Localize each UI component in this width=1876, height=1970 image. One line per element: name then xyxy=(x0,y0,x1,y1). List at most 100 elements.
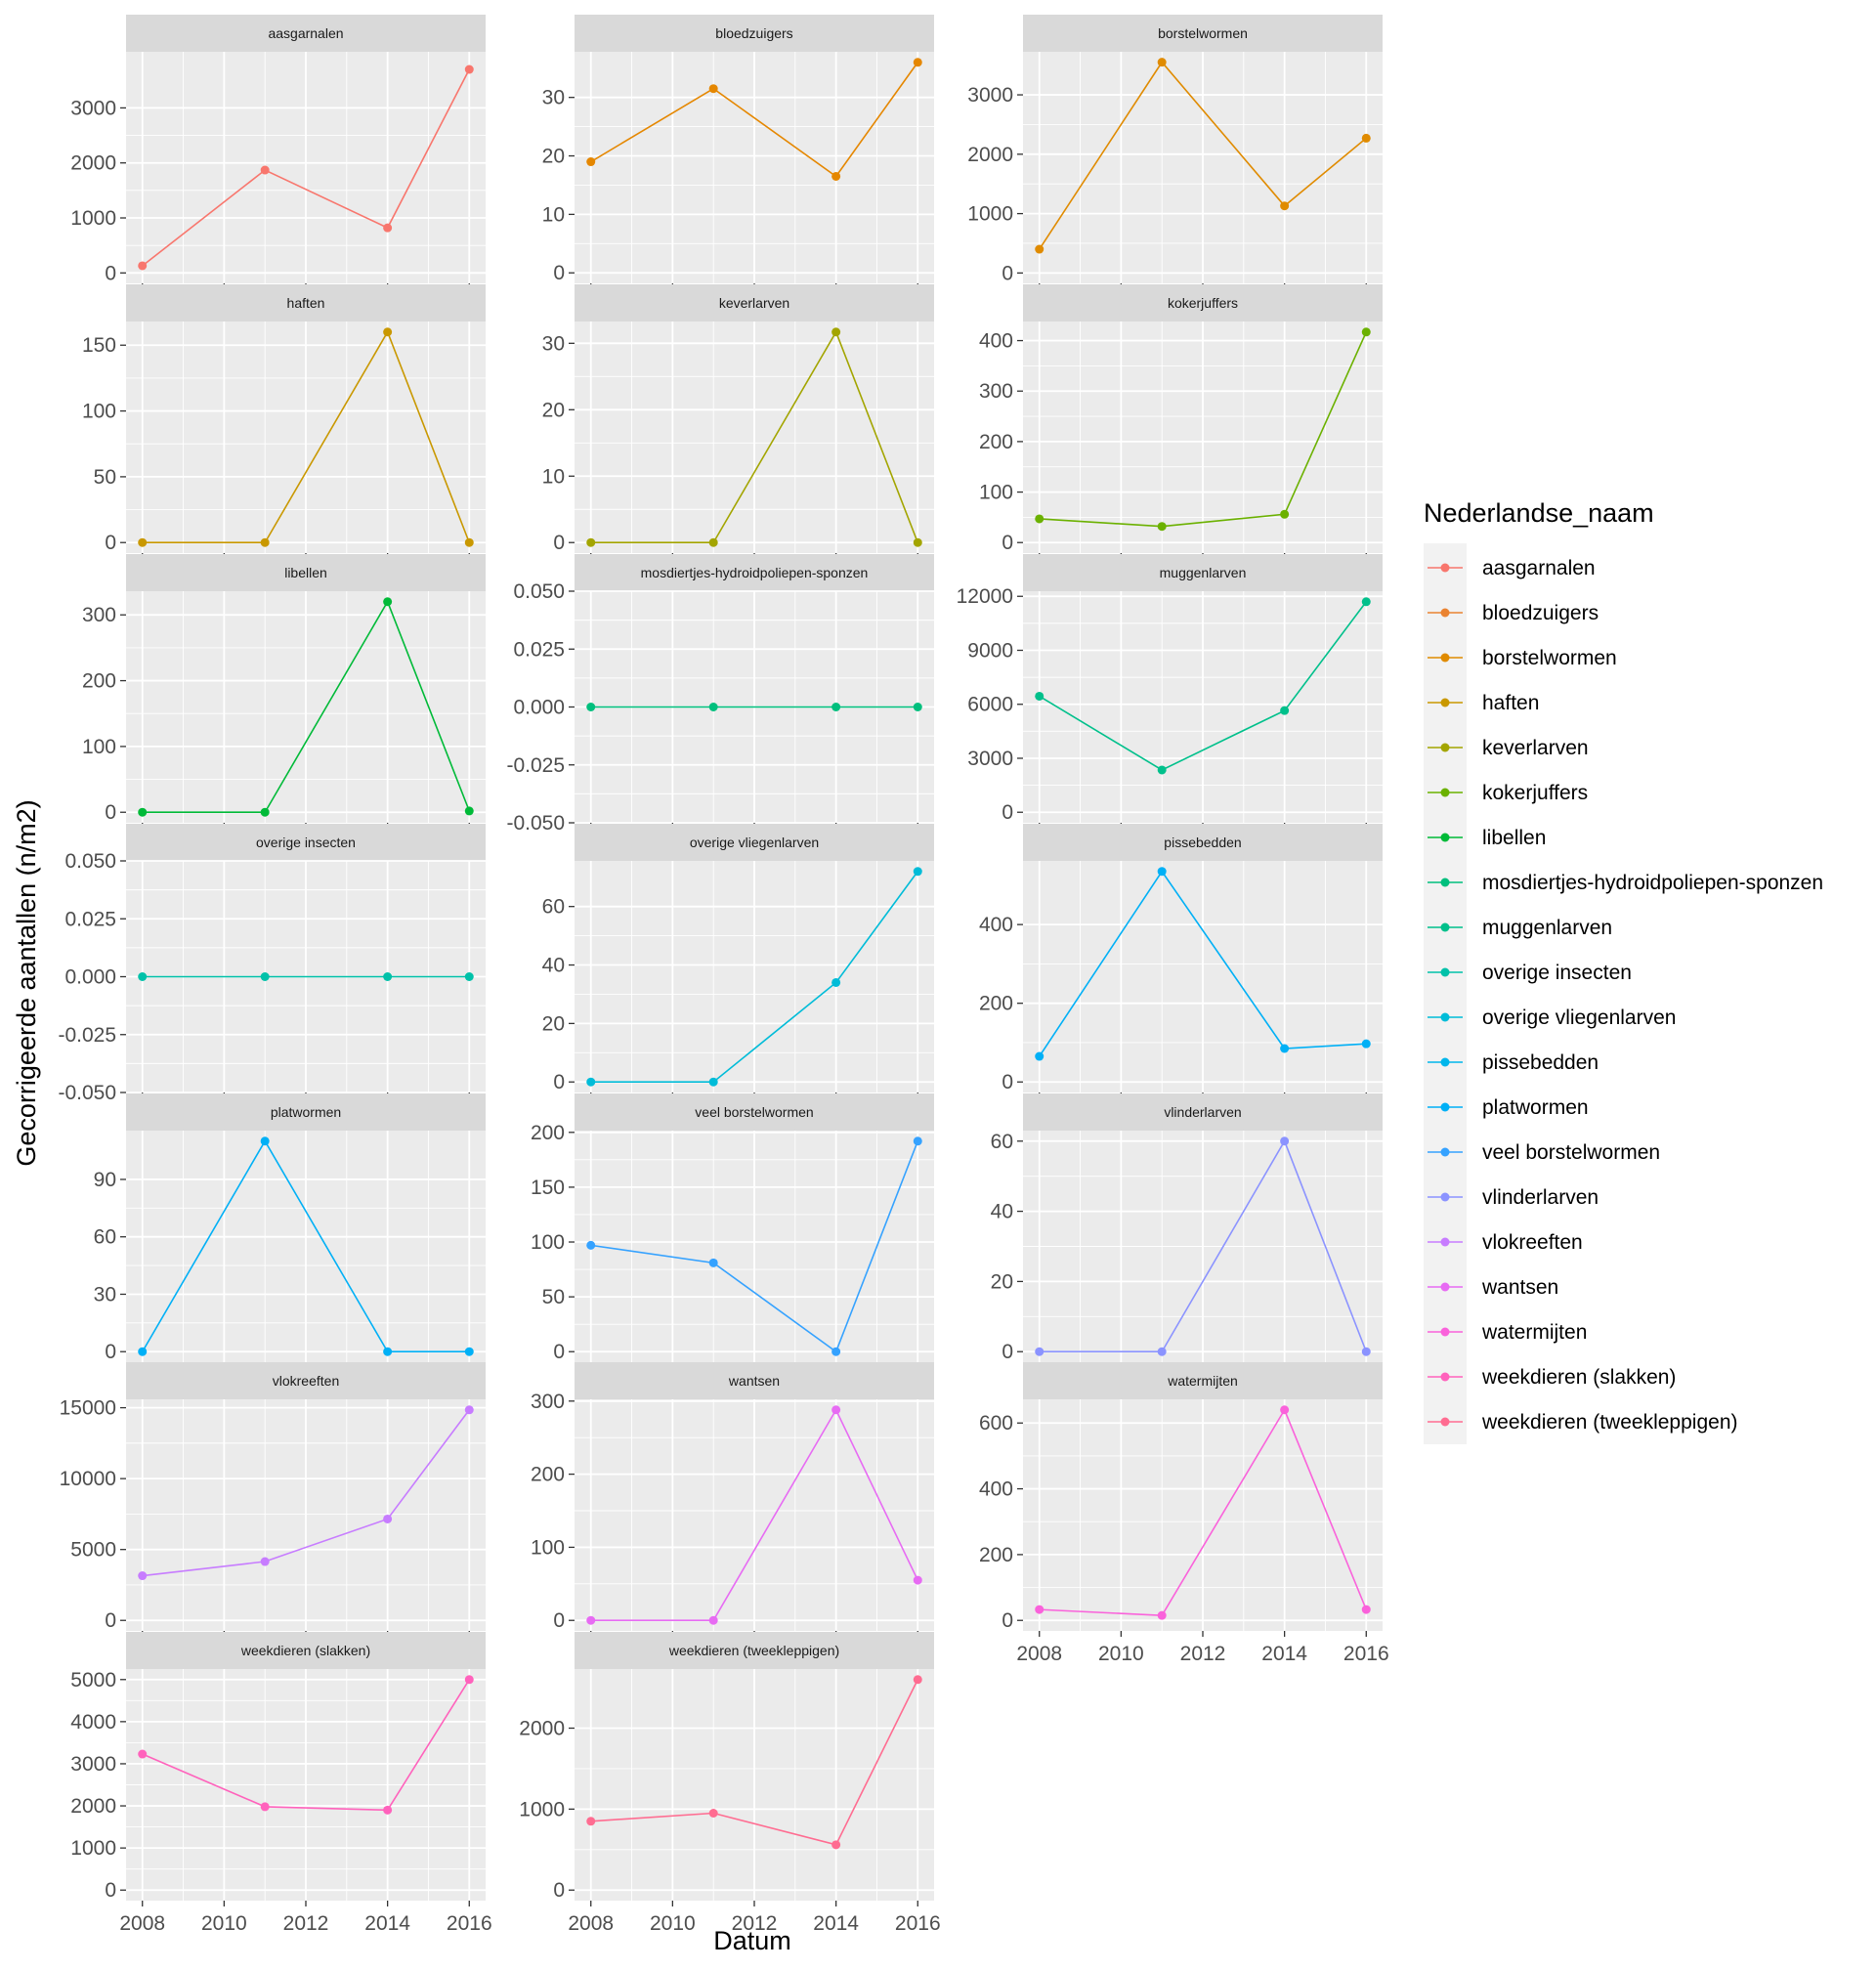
y-tick-label: 200 xyxy=(82,670,116,693)
data-point-aasgarnalen xyxy=(260,165,270,175)
data-point-libellen xyxy=(383,597,393,607)
data-point-weekdieren-tweekleppigen xyxy=(913,1675,922,1685)
y-tick-label: 200 xyxy=(979,993,1013,1015)
y-tick-label: 0 xyxy=(1002,532,1013,554)
y-tick-label: 20 xyxy=(542,146,565,168)
y-tick-label: 0 xyxy=(553,1609,565,1632)
y-tick-label: 9000 xyxy=(967,639,1013,662)
y-tick-label: 40 xyxy=(991,1201,1013,1223)
series-line-borstelwormen xyxy=(1039,61,1367,250)
y-tick-label: 200 xyxy=(531,1464,565,1486)
facet-strip-mosdiertjes-hydroidpoliepen-sponzen xyxy=(575,554,934,591)
y-tick-label: 3000 xyxy=(967,84,1013,107)
data-point-muggenlarven xyxy=(1280,706,1290,715)
legend: Nederlandse_naam aasgarnalen bloedzuigers… xyxy=(1424,498,1823,1444)
legend-label-keverlarven: keverlarven xyxy=(1482,737,1589,759)
y-tick-label: 2000 xyxy=(70,152,116,175)
data-point-weekdieren-slakken xyxy=(464,1675,474,1685)
legend-label-kokerjuffers: kokerjuffers xyxy=(1482,782,1588,804)
y-tick-label: 300 xyxy=(979,380,1013,403)
y-tick-label: 60 xyxy=(991,1131,1013,1153)
x-tick-label: 2010 xyxy=(201,1912,247,1935)
facet-strip-label-platwormen: platwormen xyxy=(271,1104,341,1120)
legend-label-bloedzuigers: bloedzuigers xyxy=(1482,602,1599,624)
series-line-vlinderlarven xyxy=(1039,1138,1368,1353)
legend-label-platwormen: platwormen xyxy=(1482,1096,1589,1119)
y-tick-label: 10 xyxy=(542,203,565,226)
y-tick-label: 0.025 xyxy=(513,638,565,661)
data-point-watermijten xyxy=(1157,1610,1167,1620)
series-line-bloedzuigers xyxy=(590,62,918,178)
facet-strip-watermijten xyxy=(1023,1362,1383,1399)
series-line-keverlarven xyxy=(590,329,919,544)
data-point-kokerjuffers xyxy=(1280,509,1290,519)
data-point-mosdiertjes-hydroidpoliepen-sponzen xyxy=(708,703,718,711)
facet-panel-weekdieren-slakken: weekdieren (slakken) 0 1000 2000 3000 4000 500… xyxy=(70,1632,492,1935)
facet-panel-overige-vliegenlarven: overige vliegenlarven 0 20 40 60 xyxy=(542,824,934,1096)
x-tick-label: 2012 xyxy=(732,1912,778,1935)
facet-strip-label-vlokreeften: vlokreeften xyxy=(273,1373,339,1389)
facet-strip-vlinderlarven xyxy=(1023,1093,1383,1131)
series-line-weekdieren-tweekleppigen xyxy=(590,1679,918,1846)
data-point-haften xyxy=(464,537,474,547)
y-tick-label: 0 xyxy=(105,1609,116,1632)
legend-key-point-bloedzuigers xyxy=(1440,608,1450,618)
y-tick-label: 30 xyxy=(542,87,565,109)
y-tick-label: -0.050 xyxy=(58,1082,116,1104)
legend-label-vlokreeften: vlokreeften xyxy=(1482,1231,1583,1254)
series-line-kokerjuffers xyxy=(1039,331,1368,528)
y-tick-label: 5000 xyxy=(70,1669,116,1692)
y-tick-label: 200 xyxy=(979,1544,1013,1566)
y-tick-label: 0 xyxy=(1002,801,1013,824)
legend-key-point-pissebedden xyxy=(1440,1057,1450,1067)
data-point-kokerjuffers xyxy=(1157,522,1167,532)
legend-label-muggenlarven: muggenlarven xyxy=(1482,917,1612,939)
legend-label-borstelwormen: borstelwormen xyxy=(1482,647,1617,669)
legend-label-vlinderlarven: vlinderlarven xyxy=(1482,1186,1599,1209)
data-point-muggenlarven xyxy=(1035,691,1045,701)
data-point-wantsen xyxy=(831,1405,841,1415)
y-tick-label: 6000 xyxy=(967,694,1013,716)
legend-label-veel-borstelwormen: veel borstelwormen xyxy=(1482,1141,1660,1164)
facet-strip-overige-vliegenlarven xyxy=(575,824,934,861)
y-tick-label: 1000 xyxy=(967,203,1013,226)
facet-strip-veel-borstelwormen xyxy=(575,1093,934,1131)
facet-panel-wantsen: wantsen 0 100 200 300 xyxy=(531,1362,934,1635)
data-point-libellen xyxy=(260,807,270,817)
data-point-watermijten xyxy=(1035,1605,1045,1614)
y-tick-label: 0 xyxy=(105,262,116,284)
legend-label-watermijten: watermijten xyxy=(1481,1321,1587,1344)
facet-strip-label-libellen: libellen xyxy=(284,565,327,580)
legend-key-point-wantsen xyxy=(1440,1282,1450,1292)
data-point-watermijten xyxy=(1280,1405,1290,1415)
y-tick-label: 30 xyxy=(542,332,565,355)
series-line-libellen xyxy=(142,599,471,814)
facet-panel-overige-insecten: overige insecten -0.050 -0.025 0.000 0.025 0.… xyxy=(58,824,486,1104)
y-tick-label: 0 xyxy=(105,1879,116,1902)
data-point-weekdieren-slakken xyxy=(138,1749,148,1759)
data-point-bloedzuigers xyxy=(586,157,596,167)
y-tick-label: 3000 xyxy=(70,97,116,119)
y-tick-label: 300 xyxy=(531,1391,565,1413)
facet-panel-pissebedden: pissebedden 0 200 400 xyxy=(979,824,1383,1096)
y-tick-label: 3000 xyxy=(70,1753,116,1776)
y-tick-label: 0.025 xyxy=(64,908,116,930)
series-line-overige-vliegenlarven xyxy=(590,871,918,1084)
facet-strip-aasgarnalen xyxy=(126,15,486,52)
data-point-platwormen xyxy=(383,1347,393,1356)
data-point-vlinderlarven xyxy=(1280,1136,1290,1146)
y-tick-label: 0 xyxy=(1002,1341,1013,1363)
legend-key-point-veel-borstelwormen xyxy=(1440,1147,1450,1157)
facet-strip-label-muggenlarven: muggenlarven xyxy=(1160,565,1247,580)
y-tick-label: 150 xyxy=(531,1177,565,1199)
data-point-aasgarnalen xyxy=(138,261,148,271)
data-point-overige-insecten xyxy=(464,972,474,981)
data-point-vlokreeften xyxy=(138,1571,148,1581)
x-tick-label: 2012 xyxy=(283,1912,329,1935)
facet-strip-label-keverlarven: keverlarven xyxy=(719,295,789,311)
y-tick-label: 0 xyxy=(1002,1071,1013,1093)
x-tick-label: 2010 xyxy=(1098,1643,1144,1665)
data-point-overige-vliegenlarven xyxy=(586,1077,596,1087)
data-point-platwormen xyxy=(464,1347,474,1356)
